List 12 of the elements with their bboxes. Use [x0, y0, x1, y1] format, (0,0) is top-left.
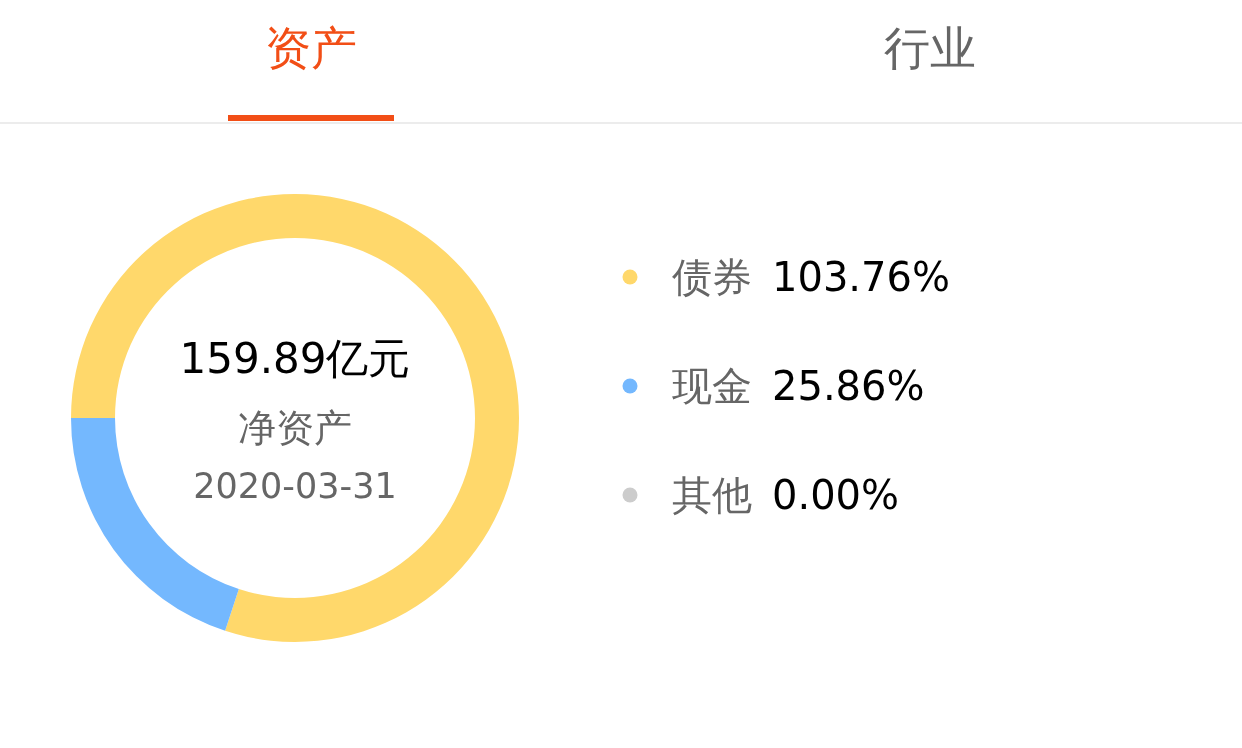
text: 159.89亿元	[179, 333, 411, 383]
legend-label: 债券	[672, 254, 752, 300]
text: 行业	[884, 21, 976, 75]
text: 资产	[265, 21, 357, 75]
text: 净资产	[238, 406, 352, 450]
data-label: 25.86%	[772, 363, 925, 409]
data-label: 103.76%	[772, 254, 950, 300]
donut-slice	[71, 194, 519, 642]
text: 2020-03-31	[193, 466, 397, 506]
legend-label: 其他	[672, 472, 752, 518]
text: 0.00%	[772, 472, 900, 518]
legend-label: 现金	[672, 363, 752, 409]
